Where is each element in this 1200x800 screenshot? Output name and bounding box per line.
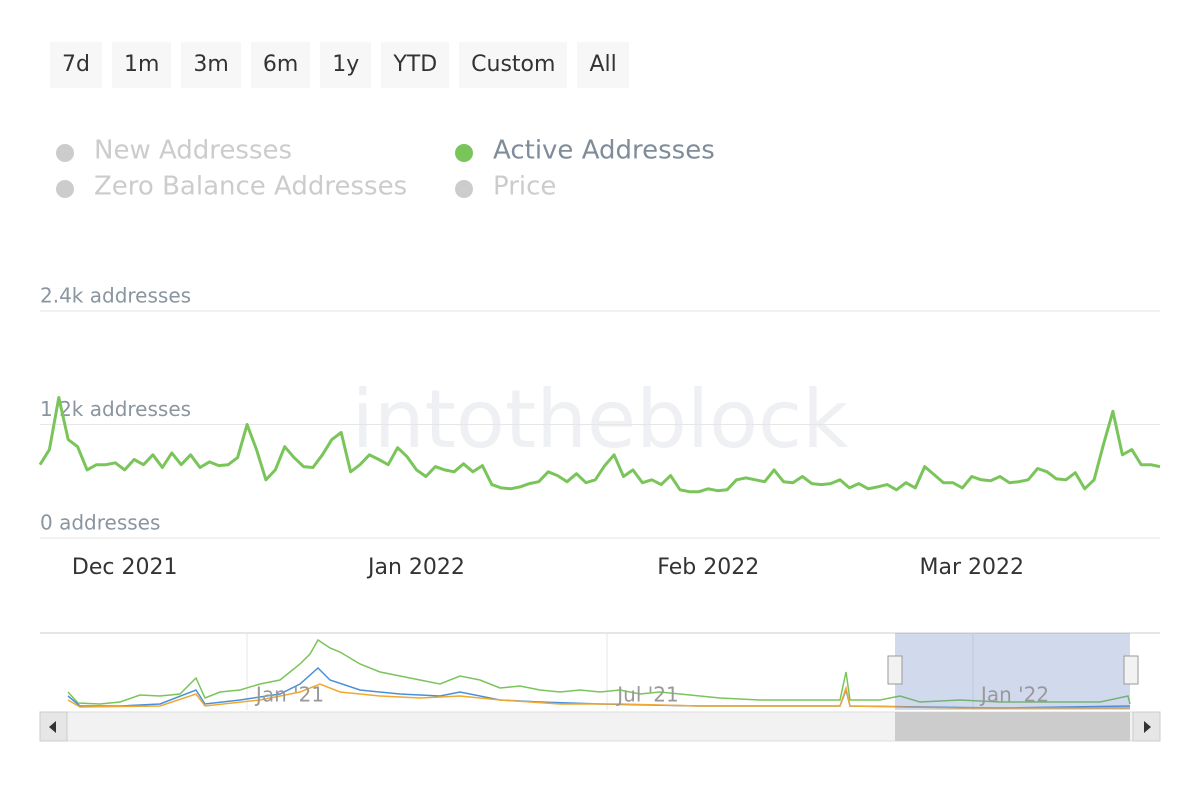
navigator-label: Jul '21	[615, 683, 678, 707]
scrollbar-thumb[interactable]	[895, 712, 1130, 741]
watermark: intotheblock	[352, 373, 849, 466]
legend-marker	[56, 144, 74, 162]
range-button[interactable]: All	[577, 42, 629, 88]
x-tick-label: Dec 2021	[72, 555, 178, 580]
arrow-left	[49, 721, 56, 733]
navigator-label: Jan '22	[979, 683, 1049, 707]
y-tick-label: 1.2k addresses	[40, 397, 191, 421]
legend-label[interactable]: New Addresses	[94, 136, 292, 166]
y-tick-label: 2.4k addresses	[40, 284, 191, 308]
navigator-mask	[895, 633, 1130, 710]
range-button[interactable]: 1m	[111, 42, 172, 88]
x-tick-label: Jan 2022	[366, 555, 465, 580]
y-tick-label: 0 addresses	[40, 511, 160, 535]
legend-marker	[56, 180, 74, 198]
navigator-label: Jan '21	[254, 683, 324, 707]
range-button[interactable]: 7d	[50, 42, 102, 88]
legend-label[interactable]: Zero Balance Addresses	[94, 172, 407, 202]
range-button[interactable]: Custom	[459, 42, 568, 88]
navigator-handle[interactable]	[1123, 655, 1139, 685]
range-button[interactable]: 6m	[250, 42, 311, 88]
navigator	[39, 632, 1161, 742]
navigator-handle[interactable]	[887, 655, 903, 685]
x-tick-label: Feb 2022	[657, 555, 759, 580]
legend-marker	[455, 180, 473, 198]
navigator-series	[67, 638, 1131, 705]
legend-label[interactable]: Price	[493, 172, 556, 202]
arrow-right	[1144, 721, 1151, 733]
range-button[interactable]: 3m	[181, 42, 241, 88]
line-series	[38, 396, 1161, 494]
legend-marker	[455, 144, 473, 162]
x-tick-label: Mar 2022	[920, 555, 1025, 580]
legend-label[interactable]: Active Addresses	[493, 136, 715, 166]
range-selector: 7d 1m 3m 6m 1y YTD Custom All	[50, 42, 629, 88]
range-button[interactable]: YTD	[381, 42, 450, 88]
navigator-series	[67, 683, 1130, 709]
range-button[interactable]: 1y	[320, 42, 372, 88]
